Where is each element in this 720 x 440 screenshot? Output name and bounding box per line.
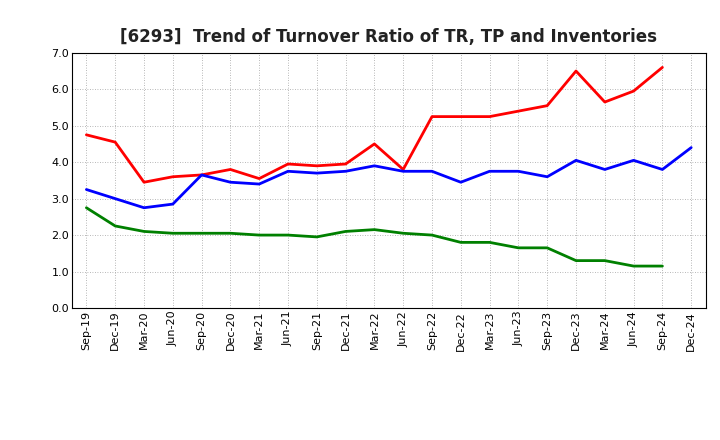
Trade Payables [629,158,638,163]
Trade Receivables [226,167,235,172]
Trade Payables [543,174,552,180]
Trade Payables [111,196,120,201]
Inventories [341,229,350,234]
Line: Trade Payables: Trade Payables [86,147,691,208]
Inventories [168,231,177,236]
Trade Payables [197,172,206,178]
Trade Payables [284,169,292,174]
Trade Receivables [82,132,91,137]
Trade Payables [514,169,523,174]
Inventories [197,231,206,236]
Trade Receivables [428,114,436,119]
Trade Receivables [600,99,609,105]
Trade Receivables [111,139,120,145]
Trade Payables [168,202,177,207]
Inventories [140,229,148,234]
Trade Payables [456,180,465,185]
Trade Receivables [514,109,523,114]
Trade Payables [572,158,580,163]
Trade Receivables [485,114,494,119]
Trade Receivables [341,161,350,167]
Inventories [572,258,580,263]
Trade Receivables [197,172,206,178]
Trade Payables [370,163,379,169]
Inventories [82,205,91,210]
Trade Receivables [456,114,465,119]
Trade Payables [140,205,148,210]
Trade Payables [600,167,609,172]
Line: Trade Receivables: Trade Receivables [86,67,662,182]
Inventories [600,258,609,263]
Inventories [629,264,638,269]
Trade Receivables [255,176,264,181]
Inventories [514,245,523,250]
Inventories [428,232,436,238]
Line: Inventories: Inventories [86,208,662,266]
Inventories [658,264,667,269]
Trade Payables [255,181,264,187]
Inventories [111,224,120,229]
Trade Receivables [658,65,667,70]
Title: [6293]  Trend of Turnover Ratio of TR, TP and Inventories: [6293] Trend of Turnover Ratio of TR, TP… [120,28,657,46]
Trade Payables [687,145,696,150]
Trade Receivables [543,103,552,108]
Trade Receivables [140,180,148,185]
Inventories [485,240,494,245]
Inventories [456,240,465,245]
Trade Receivables [629,88,638,94]
Inventories [226,231,235,236]
Inventories [312,234,321,239]
Inventories [399,231,408,236]
Trade Payables [341,169,350,174]
Trade Receivables [370,141,379,147]
Trade Receivables [284,161,292,167]
Trade Payables [428,169,436,174]
Trade Receivables [312,163,321,169]
Trade Payables [399,169,408,174]
Trade Receivables [399,167,408,172]
Inventories [370,227,379,232]
Trade Receivables [572,68,580,73]
Trade Payables [226,180,235,185]
Inventories [543,245,552,250]
Trade Payables [658,167,667,172]
Inventories [255,232,264,238]
Trade Receivables [168,174,177,180]
Trade Payables [312,170,321,176]
Inventories [284,232,292,238]
Trade Payables [82,187,91,192]
Trade Payables [485,169,494,174]
